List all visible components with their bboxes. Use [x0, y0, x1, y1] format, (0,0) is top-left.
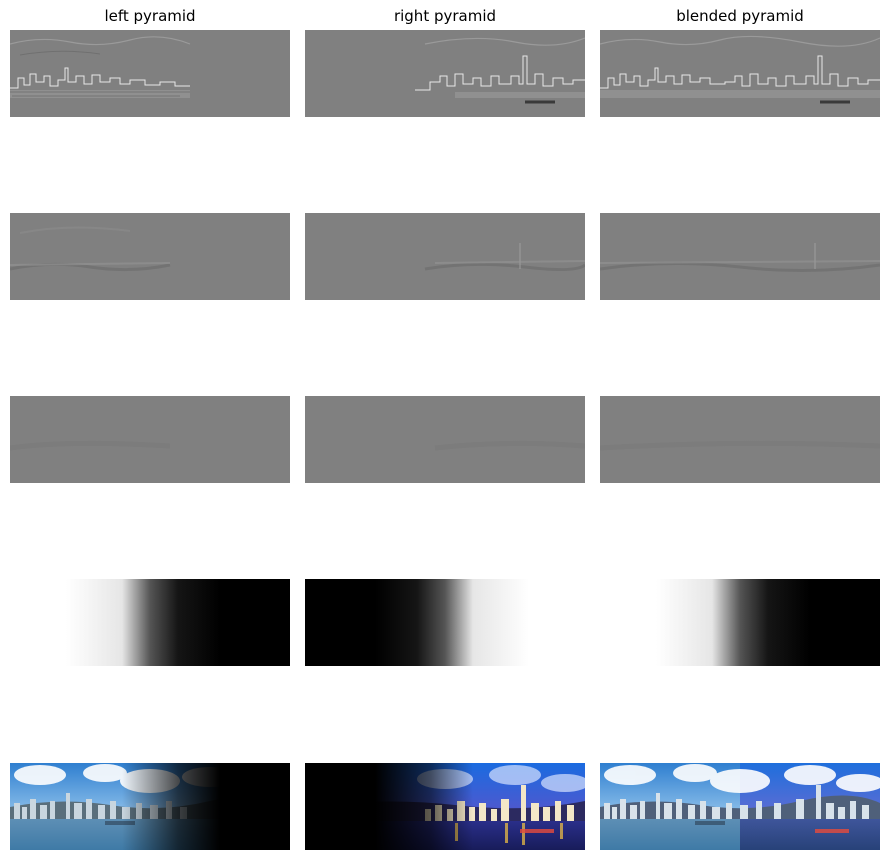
right-pyramid-level-1 — [305, 30, 585, 117]
blended-pyramid-level-1 — [600, 30, 880, 117]
left-pyramid-level-3 — [10, 396, 290, 483]
blended-pyramid-color-image — [600, 763, 880, 850]
left-pyramid-level-1 — [10, 30, 290, 117]
left-pyramid-mask — [10, 579, 290, 666]
column-title-right: right pyramid — [393, 7, 497, 25]
right-pyramid-mask — [305, 579, 585, 666]
right-pyramid-level-2 — [305, 213, 585, 300]
left-pyramid-color-image — [10, 763, 290, 850]
blended-pyramid-level-3 — [600, 396, 880, 483]
blended-pyramid-mask — [600, 579, 880, 666]
column-title-blended: blended pyramid — [676, 7, 804, 25]
right-pyramid-level-3 — [305, 396, 585, 483]
column-title-left: left pyramid — [104, 7, 196, 25]
left-pyramid-level-2 — [10, 213, 290, 300]
right-pyramid-color-image — [305, 763, 585, 850]
blended-pyramid-level-2 — [600, 213, 880, 300]
